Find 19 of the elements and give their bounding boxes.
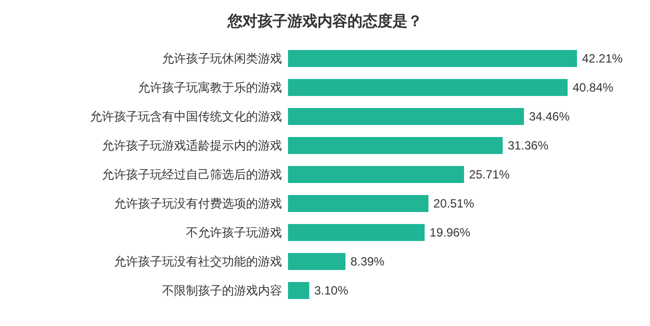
y-tick-label: 不允许孩子玩游戏 bbox=[186, 226, 282, 240]
y-tick-label: 允许孩子玩没有社交功能的游戏 bbox=[114, 254, 282, 268]
data-label: 19.96% bbox=[430, 226, 471, 240]
y-tick-label: 允许孩子玩没有付费选项的游戏 bbox=[114, 196, 282, 210]
y-tick-label: 允许孩子玩游戏适龄提示内的游戏 bbox=[102, 138, 282, 152]
y-tick-label: 不限制孩子的游戏内容 bbox=[162, 284, 282, 298]
data-label: 8.39% bbox=[350, 254, 385, 268]
y-tick-label: 允许孩子玩含有中国传统文化的游戏 bbox=[90, 110, 282, 124]
data-label: 42.21% bbox=[582, 52, 624, 66]
data-label: 40.84% bbox=[572, 80, 614, 94]
data-label: 3.10% bbox=[314, 284, 349, 298]
y-tick-label: 允许孩子玩休闲类游戏 bbox=[162, 52, 282, 66]
data-label: 20.51% bbox=[433, 196, 474, 210]
data-label: 34.46% bbox=[528, 110, 570, 124]
data-label: 31.36% bbox=[508, 138, 549, 152]
chart-title: 您对孩子游戏内容的态度是？ bbox=[226, 12, 422, 30]
y-tick-label: 允许孩子玩经过自己筛选后的游戏 bbox=[102, 168, 282, 182]
y-tick-label: 允许孩子玩寓教于乐的游戏 bbox=[138, 80, 282, 94]
data-label: 25.71% bbox=[469, 168, 510, 182]
